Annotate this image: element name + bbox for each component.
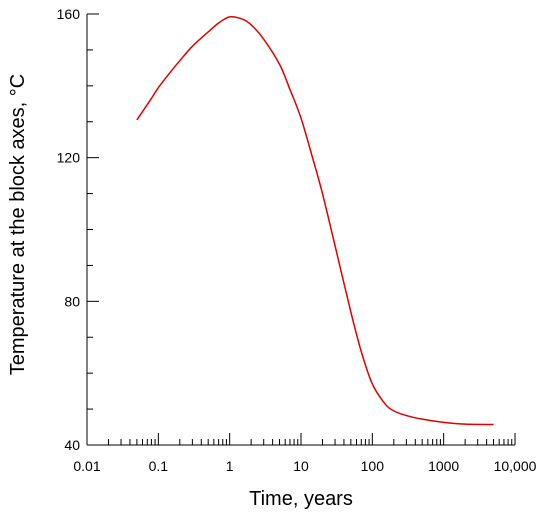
y-tick-label: 80	[64, 293, 80, 309]
series-line	[136, 15, 494, 426]
y-tick-label: 120	[57, 150, 81, 166]
x-axis-ticks: 0.01 0.1 1 10 100 1000 10,000	[73, 433, 537, 474]
x-tick-label: 1000	[428, 458, 459, 474]
x-tick-label: 10	[293, 458, 309, 474]
y-tick-label: 160	[57, 6, 81, 22]
x-tick-label: 100	[361, 458, 385, 474]
y-axis-ticks: 40 80 120 160	[57, 6, 99, 453]
y-tick-label: 40	[64, 437, 80, 453]
x-tick-label: 1	[226, 458, 234, 474]
x-tick-label: 0.01	[73, 458, 100, 474]
x-tick-label: 10,000	[494, 458, 537, 474]
series-layer	[136, 15, 494, 426]
x-tick-label: 0.1	[149, 458, 169, 474]
y-axis-title: Temperature at the block axes, °C	[7, 74, 29, 375]
x-axis-title: Time, years	[249, 488, 353, 510]
